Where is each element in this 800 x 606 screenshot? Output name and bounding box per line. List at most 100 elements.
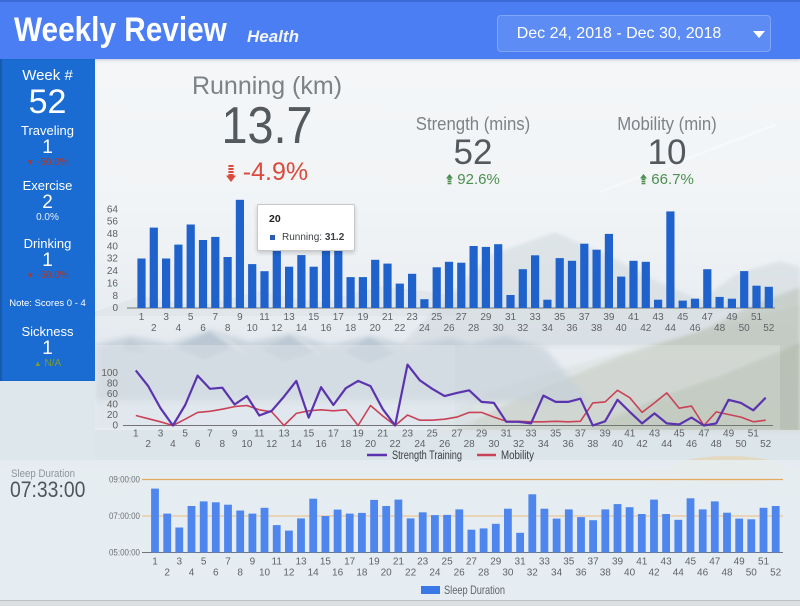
svg-text:14: 14 [308, 568, 320, 579]
svg-text:15: 15 [303, 429, 315, 440]
svg-text:3: 3 [163, 312, 169, 323]
svg-text:48: 48 [107, 229, 119, 240]
svg-text:13: 13 [278, 429, 290, 440]
svg-text:4: 4 [189, 568, 195, 579]
svg-text:46: 46 [686, 439, 698, 450]
svg-text:21: 21 [382, 312, 394, 323]
svg-text:36: 36 [575, 568, 587, 579]
svg-text:51: 51 [758, 557, 770, 568]
svg-text:19: 19 [357, 312, 369, 323]
svg-text:50: 50 [746, 568, 758, 579]
svg-text:0: 0 [112, 303, 118, 314]
svg-text:42: 42 [637, 439, 649, 450]
svg-text:25: 25 [442, 557, 454, 568]
svg-text:12: 12 [283, 568, 295, 579]
svg-text:44: 44 [665, 323, 677, 334]
svg-text:44: 44 [673, 568, 685, 579]
svg-text:52: 52 [760, 439, 772, 450]
svg-text:100: 100 [101, 368, 118, 379]
svg-text:19: 19 [353, 429, 365, 440]
svg-text:43: 43 [661, 557, 673, 568]
svg-text:17: 17 [344, 557, 356, 568]
svg-text:50: 50 [739, 323, 751, 334]
svg-text:22: 22 [394, 323, 406, 334]
svg-text:32: 32 [517, 323, 529, 334]
svg-text:45: 45 [674, 429, 686, 440]
svg-text:7: 7 [225, 557, 231, 568]
svg-text:49: 49 [726, 312, 738, 323]
svg-text:26: 26 [443, 323, 455, 334]
svg-text:16: 16 [316, 439, 328, 450]
svg-text:40: 40 [612, 439, 624, 450]
svg-text:14: 14 [291, 439, 303, 450]
svg-text:39: 39 [600, 429, 612, 440]
svg-text:45: 45 [677, 312, 689, 323]
svg-text:15: 15 [320, 557, 332, 568]
svg-text:25: 25 [431, 312, 443, 323]
svg-text:27: 27 [466, 557, 478, 568]
svg-text:23: 23 [402, 429, 414, 440]
svg-text:11: 11 [272, 557, 283, 568]
svg-text:2: 2 [164, 568, 170, 579]
svg-text:9: 9 [250, 557, 256, 568]
svg-text:30: 30 [502, 568, 514, 579]
svg-text:20: 20 [365, 439, 377, 450]
svg-text:4: 4 [170, 439, 176, 450]
svg-text:42: 42 [640, 323, 652, 334]
svg-text:7: 7 [213, 312, 219, 323]
svg-text:17: 17 [328, 429, 340, 440]
svg-text:30: 30 [488, 439, 500, 450]
svg-text:19: 19 [369, 557, 381, 568]
svg-text:33: 33 [530, 312, 542, 323]
svg-text:9: 9 [237, 312, 243, 323]
svg-text:7: 7 [207, 429, 213, 440]
svg-text:26: 26 [439, 439, 451, 450]
svg-text:20: 20 [107, 410, 119, 421]
svg-text:27: 27 [451, 429, 463, 440]
svg-text:20: 20 [381, 568, 393, 579]
svg-text:44: 44 [661, 439, 673, 450]
svg-text:47: 47 [709, 557, 721, 568]
svg-text:37: 37 [588, 557, 600, 568]
svg-text:22: 22 [390, 439, 402, 450]
svg-text:09:00:00: 09:00:00 [109, 475, 140, 485]
svg-text:56: 56 [107, 217, 119, 228]
svg-text:21: 21 [377, 429, 389, 440]
svg-text:29: 29 [480, 312, 492, 323]
svg-text:36: 36 [566, 323, 578, 334]
svg-text:6: 6 [213, 568, 219, 579]
svg-text:31: 31 [515, 557, 527, 568]
svg-text:24: 24 [419, 323, 431, 334]
svg-text:49: 49 [734, 557, 746, 568]
svg-text:10: 10 [241, 439, 253, 450]
svg-text:48: 48 [711, 439, 723, 450]
svg-text:8: 8 [112, 291, 118, 302]
svg-text:46: 46 [689, 323, 701, 334]
svg-text:1: 1 [152, 557, 158, 568]
svg-text:28: 28 [478, 568, 490, 579]
svg-text:Strength Training: Strength Training [392, 450, 462, 462]
svg-text:29: 29 [476, 429, 488, 440]
svg-text:24: 24 [429, 568, 441, 579]
svg-text:4: 4 [176, 323, 182, 334]
svg-text:8: 8 [220, 439, 226, 450]
svg-text:80: 80 [107, 379, 119, 390]
svg-text:28: 28 [468, 323, 480, 334]
svg-text:18: 18 [345, 323, 357, 334]
svg-text:47: 47 [702, 312, 714, 323]
svg-text:34: 34 [551, 568, 563, 579]
svg-text:31: 31 [501, 429, 513, 440]
svg-text:45: 45 [685, 557, 697, 568]
svg-text:5: 5 [201, 557, 207, 568]
svg-text:05:00:00: 05:00:00 [109, 548, 140, 558]
svg-text:11: 11 [259, 312, 270, 323]
svg-text:33: 33 [539, 557, 551, 568]
svg-text:14: 14 [296, 323, 308, 334]
svg-text:10: 10 [259, 568, 271, 579]
svg-text:26: 26 [454, 568, 466, 579]
svg-text:51: 51 [748, 429, 760, 440]
svg-text:15: 15 [308, 312, 320, 323]
svg-text:41: 41 [636, 557, 648, 568]
svg-text:43: 43 [653, 312, 665, 323]
svg-text:3: 3 [158, 429, 164, 440]
